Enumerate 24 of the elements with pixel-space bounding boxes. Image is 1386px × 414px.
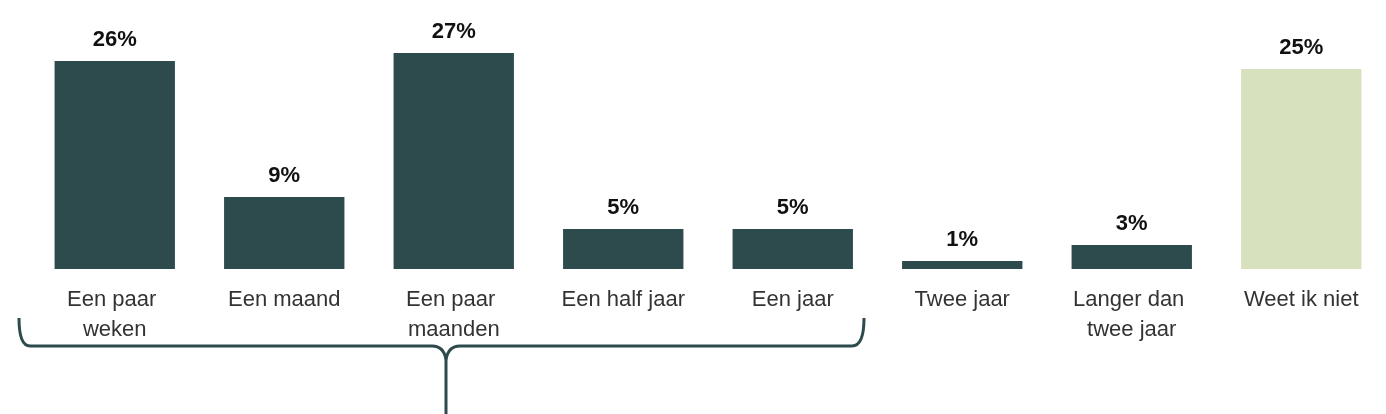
data-label: 1% [946,225,979,251]
data-label: 26% [92,25,137,51]
bar [1241,69,1362,269]
data-label: 9% [268,161,301,187]
x-tick-label: Een maand [227,285,341,311]
bar [224,197,345,269]
bar [1071,245,1192,269]
x-tick-label: Een paar weken [67,285,163,341]
data-label: 3% [1115,209,1148,235]
x-tick-label: Twee jaar [914,285,1010,311]
x-tick-label: Een half jaar [561,285,686,311]
bar [563,229,684,269]
x-tick-label: Een paar maanden [406,285,502,341]
data-label: 5% [607,193,640,219]
data-label: 25% [1279,33,1324,59]
x-tick-label: Een jaar [751,285,834,311]
bar [54,61,175,269]
x-tick-label: Langer dan twee jaar [1073,285,1191,341]
bar [393,53,514,269]
data-label: 5% [776,193,809,219]
x-tick-label: Weet ik niet [1243,285,1359,311]
data-label: 27% [431,17,476,43]
bar [732,229,853,269]
bar [902,261,1023,269]
